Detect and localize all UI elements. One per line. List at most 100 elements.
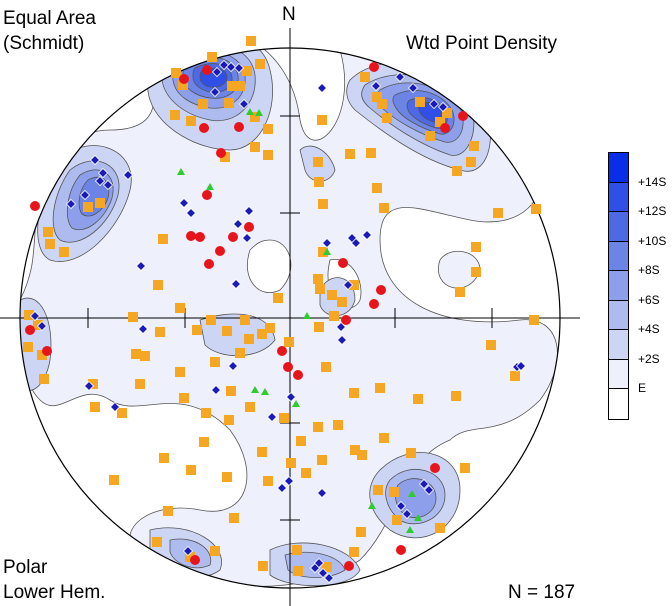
triangle-marker xyxy=(406,526,414,533)
square-marker xyxy=(135,379,145,389)
diamond-marker xyxy=(185,207,197,219)
square-marker xyxy=(175,303,185,313)
square-marker xyxy=(171,68,181,78)
diamond-marker xyxy=(428,98,440,110)
diamond-marker xyxy=(276,482,288,494)
square-marker xyxy=(220,152,230,162)
legend-swatch xyxy=(609,182,628,212)
square-marker xyxy=(186,116,196,126)
circle-marker xyxy=(199,123,209,133)
square-marker xyxy=(345,149,355,159)
diamond-marker xyxy=(230,278,242,290)
diamond-marker xyxy=(350,237,362,249)
square-marker xyxy=(24,310,34,320)
square-marker xyxy=(466,157,476,167)
projection-sub-label: (Schmidt) xyxy=(3,33,85,54)
square-marker xyxy=(90,402,100,412)
contour-method-label: Wtd Point Density xyxy=(406,33,557,54)
legend-swatch xyxy=(609,359,628,389)
square-marker xyxy=(356,527,366,537)
square-marker xyxy=(314,177,324,187)
diamond-marker xyxy=(135,260,147,272)
diamond-marker xyxy=(83,380,95,392)
square-marker xyxy=(451,391,461,401)
circle-marker xyxy=(244,222,254,232)
square-marker xyxy=(39,374,49,384)
square-marker xyxy=(286,458,296,468)
diamond-marker xyxy=(515,360,527,372)
square-marker xyxy=(318,199,328,209)
square-marker xyxy=(377,99,387,109)
square-marker xyxy=(199,437,209,447)
triangle-marker xyxy=(246,108,254,115)
square-marker xyxy=(392,515,402,525)
diamond-marker xyxy=(94,175,106,187)
square-marker xyxy=(235,348,245,358)
square-marker xyxy=(245,402,255,412)
square-marker xyxy=(263,476,273,486)
square-marker xyxy=(531,204,541,214)
diamond-marker xyxy=(335,321,347,333)
square-marker xyxy=(210,546,220,556)
square-marker xyxy=(315,284,325,294)
diamond-marker xyxy=(266,411,278,423)
density-contours xyxy=(20,48,558,587)
square-marker xyxy=(471,267,481,277)
triangle-marker xyxy=(414,514,422,521)
square-marker xyxy=(296,436,306,446)
diamond-marker xyxy=(423,484,435,496)
square-marker xyxy=(273,293,283,303)
square-marker xyxy=(406,448,416,458)
circle-marker xyxy=(202,65,212,75)
square-marker xyxy=(415,97,425,107)
square-marker xyxy=(301,468,311,478)
circle-marker xyxy=(293,370,303,380)
square-marker xyxy=(175,367,185,377)
triangle-marker xyxy=(292,400,300,407)
square-marker xyxy=(317,455,327,465)
square-marker xyxy=(379,203,389,213)
pole-markers xyxy=(23,36,541,584)
square-marker xyxy=(198,99,208,109)
circle-marker xyxy=(396,545,406,555)
circle-marker xyxy=(30,201,40,211)
square-marker xyxy=(313,157,323,167)
circle-marker xyxy=(440,123,450,133)
diamond-marker xyxy=(317,567,329,579)
square-marker xyxy=(442,108,452,118)
square-marker xyxy=(313,422,323,432)
circle-marker xyxy=(204,259,214,269)
legend-level-label: +2S xyxy=(638,351,660,366)
diamond-marker xyxy=(178,197,190,209)
square-marker xyxy=(455,287,465,297)
square-marker xyxy=(366,148,376,158)
square-marker xyxy=(226,386,236,396)
square-marker xyxy=(179,393,189,403)
diamond-marker xyxy=(437,101,449,113)
circle-marker xyxy=(216,148,226,158)
square-marker xyxy=(206,315,216,325)
circle-marker xyxy=(215,246,225,256)
triangle-marker xyxy=(261,388,269,395)
diamond-marker xyxy=(323,572,335,584)
square-marker xyxy=(229,513,239,523)
north-label: N xyxy=(282,4,296,25)
square-marker xyxy=(510,371,520,381)
point-count-label: N = 187 xyxy=(508,582,576,603)
legend-level-label: +6S xyxy=(638,292,660,307)
plot-type-label: Polar xyxy=(3,557,48,578)
triangle-marker xyxy=(368,502,376,509)
diamond-marker xyxy=(243,205,255,217)
diamond-marker xyxy=(407,82,419,94)
diamond-marker xyxy=(313,557,325,569)
square-marker xyxy=(240,315,250,325)
square-marker xyxy=(284,337,294,347)
square-marker xyxy=(486,340,496,350)
diamond-marker xyxy=(336,334,348,346)
triangle-marker xyxy=(251,386,259,393)
square-marker xyxy=(222,326,232,336)
diamond-marker xyxy=(225,61,237,73)
circle-marker xyxy=(277,346,287,356)
diamond-marker xyxy=(109,401,121,413)
circle-marker xyxy=(338,258,348,268)
